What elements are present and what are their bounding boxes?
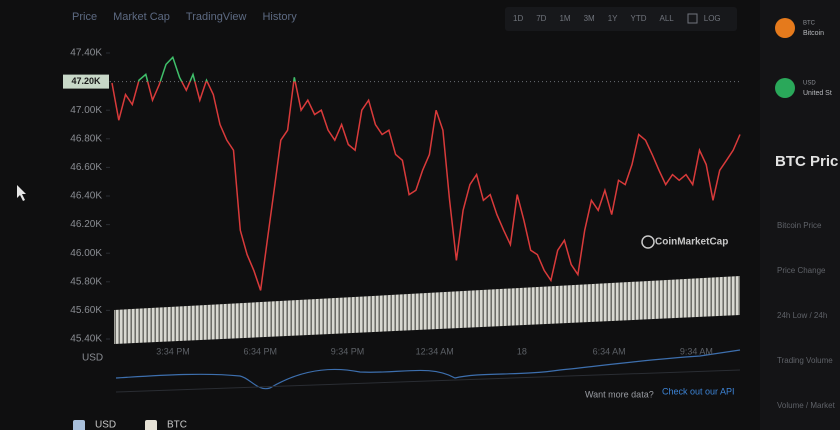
panel-row: Trading Volume: [777, 356, 833, 365]
tab[interactable]: Price: [72, 11, 97, 23]
range-button[interactable]: 7D: [536, 14, 546, 23]
x-tick-label: 12:34 AM: [416, 346, 454, 356]
x-tick-label: 6:34 AM: [593, 346, 626, 356]
watermark-logo: [641, 235, 655, 249]
y-tick-label: 46.80K: [70, 133, 102, 144]
tab[interactable]: TradingView: [186, 11, 247, 23]
legend-label[interactable]: BTC: [167, 420, 187, 430]
y-tick-label: 45.60K: [70, 305, 102, 316]
y-tick-label: 45.80K: [70, 276, 102, 287]
asset-icon: [775, 18, 795, 38]
asset-name: United St: [803, 90, 832, 97]
x-tick-label: 18: [517, 346, 527, 356]
side-panel: [760, 0, 840, 430]
tab[interactable]: History: [262, 11, 297, 23]
watermark: CoinMarketCap: [655, 237, 728, 248]
asset-name: Bitcoin: [803, 30, 824, 37]
panel-title: BTC Pric: [775, 153, 838, 170]
x-tick-label: 6:34 PM: [243, 346, 277, 356]
range-button[interactable]: 3M: [584, 14, 595, 23]
legend-swatch[interactable]: [145, 420, 157, 430]
api-link[interactable]: Check out our API: [662, 386, 735, 396]
navigator-line: [115, 349, 741, 390]
x-tick-label: 9:34 AM: [680, 346, 713, 356]
y-tick-label: 46.00K: [70, 248, 102, 259]
y-tick-label: 47.40K: [70, 48, 102, 59]
panel-row: Price Change: [777, 266, 826, 275]
y-axis-unit: USD: [82, 353, 103, 364]
legend-swatch[interactable]: [73, 420, 85, 430]
range-button[interactable]: 1M: [559, 14, 570, 23]
x-tick-label: 9:34 PM: [331, 346, 365, 356]
range-bar: [505, 7, 737, 31]
volume-bars: [114, 276, 740, 344]
reference-badge: [63, 74, 109, 89]
range-button[interactable]: LOG: [704, 14, 721, 23]
price-line: [111, 55, 741, 291]
panel-row: Volume / Market: [777, 401, 836, 410]
navigator-axis: [115, 369, 741, 393]
y-tick-label: 46.60K: [70, 162, 102, 173]
tab[interactable]: Market Cap: [113, 11, 170, 23]
range-button[interactable]: 1Y: [608, 14, 618, 23]
y-tick-label: 45.40K: [70, 334, 102, 345]
range-button[interactable]: ALL: [660, 14, 675, 23]
footer-note: Want more data?: [585, 389, 654, 399]
y-tick-label: 47.00K: [70, 105, 102, 116]
reference-label: 47.20K: [71, 76, 101, 86]
cursor: [17, 185, 26, 201]
legend-label[interactable]: USD: [95, 420, 116, 430]
y-tick-label: 46.20K: [70, 219, 102, 230]
asset-symbol: USD: [803, 81, 816, 87]
panel-row: Bitcoin Price: [777, 221, 822, 230]
range-button[interactable]: YTD: [631, 14, 647, 23]
y-tick-label: 46.40K: [70, 191, 102, 202]
calendar-icon[interactable]: [687, 13, 698, 24]
range-button[interactable]: 1D: [513, 14, 523, 23]
asset-icon: [775, 78, 795, 98]
x-tick-label: 3:34 PM: [156, 346, 190, 356]
panel-row: 24h Low / 24h: [777, 311, 827, 320]
asset-symbol: BTC: [803, 21, 816, 27]
